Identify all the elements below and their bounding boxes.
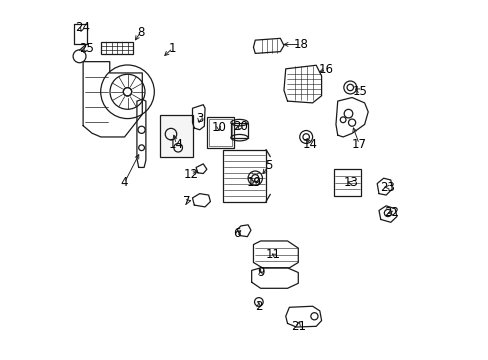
- Text: 12: 12: [183, 168, 198, 181]
- Text: 3: 3: [196, 112, 203, 125]
- Text: 10: 10: [211, 121, 225, 134]
- Text: 22: 22: [383, 207, 398, 220]
- Circle shape: [251, 175, 258, 182]
- Circle shape: [346, 84, 353, 91]
- Text: 14: 14: [302, 138, 317, 150]
- Text: 15: 15: [352, 85, 366, 98]
- Text: 20: 20: [232, 121, 247, 134]
- Text: 23: 23: [380, 181, 395, 194]
- Text: 16: 16: [318, 63, 333, 76]
- Text: 5: 5: [264, 159, 272, 172]
- Bar: [208, 119, 231, 146]
- Text: 11: 11: [265, 248, 280, 261]
- Circle shape: [303, 134, 309, 140]
- Bar: [101, 42, 133, 54]
- Bar: [206, 117, 233, 148]
- Bar: [230, 123, 247, 138]
- Text: 24: 24: [75, 21, 90, 34]
- Text: 6: 6: [233, 226, 241, 239]
- Text: 7: 7: [183, 195, 190, 208]
- Text: 13: 13: [343, 176, 358, 189]
- Text: 1: 1: [169, 41, 176, 54]
- Text: 14: 14: [168, 138, 183, 150]
- Text: 18: 18: [293, 38, 308, 51]
- Circle shape: [123, 87, 131, 96]
- Text: 2: 2: [255, 300, 262, 313]
- Bar: [223, 149, 265, 202]
- Text: 25: 25: [79, 41, 94, 54]
- Text: 4: 4: [121, 176, 128, 189]
- Bar: [160, 116, 192, 157]
- Text: 8: 8: [137, 26, 144, 39]
- Text: 17: 17: [351, 138, 366, 150]
- Text: 19: 19: [246, 176, 262, 189]
- Text: 21: 21: [290, 320, 305, 333]
- Text: 9: 9: [256, 266, 264, 279]
- Bar: [333, 169, 360, 196]
